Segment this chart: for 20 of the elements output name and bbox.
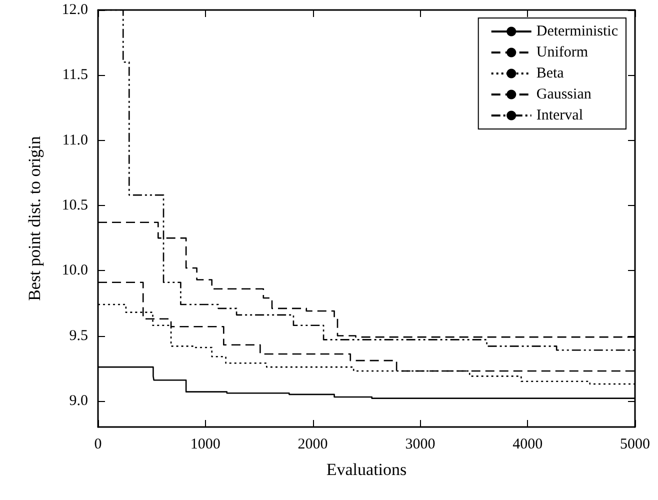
x-tick-label: 1000 — [190, 436, 220, 452]
legend-label: Beta — [536, 66, 564, 82]
x-tick-label: 4000 — [512, 436, 543, 452]
y-tick-label: 10.0 — [62, 262, 88, 279]
x-tick-label: 2000 — [298, 436, 328, 452]
x-tick-label: 5000 — [620, 436, 650, 452]
legend-label: Gaussian — [536, 86, 592, 102]
y-tick-label: 9.5 — [69, 328, 88, 344]
y-axis-title: Best point dist. to origin — [25, 136, 44, 301]
legend-label: Uniform — [536, 44, 588, 60]
legend-label: Interval — [536, 108, 583, 124]
y-tick-label: 12.0 — [62, 2, 88, 18]
y-tick-label: 9.0 — [69, 392, 88, 409]
x-tick-label: 3000 — [405, 436, 436, 452]
y-tick-label: 11.0 — [62, 132, 88, 148]
x-axis-title: Evaluations — [326, 460, 407, 479]
x-tick-label: 0 — [94, 436, 102, 452]
y-tick-label: 10.5 — [62, 197, 88, 214]
legend-label: Deterministic — [536, 24, 618, 40]
y-tick-label: 11.5 — [62, 67, 88, 84]
